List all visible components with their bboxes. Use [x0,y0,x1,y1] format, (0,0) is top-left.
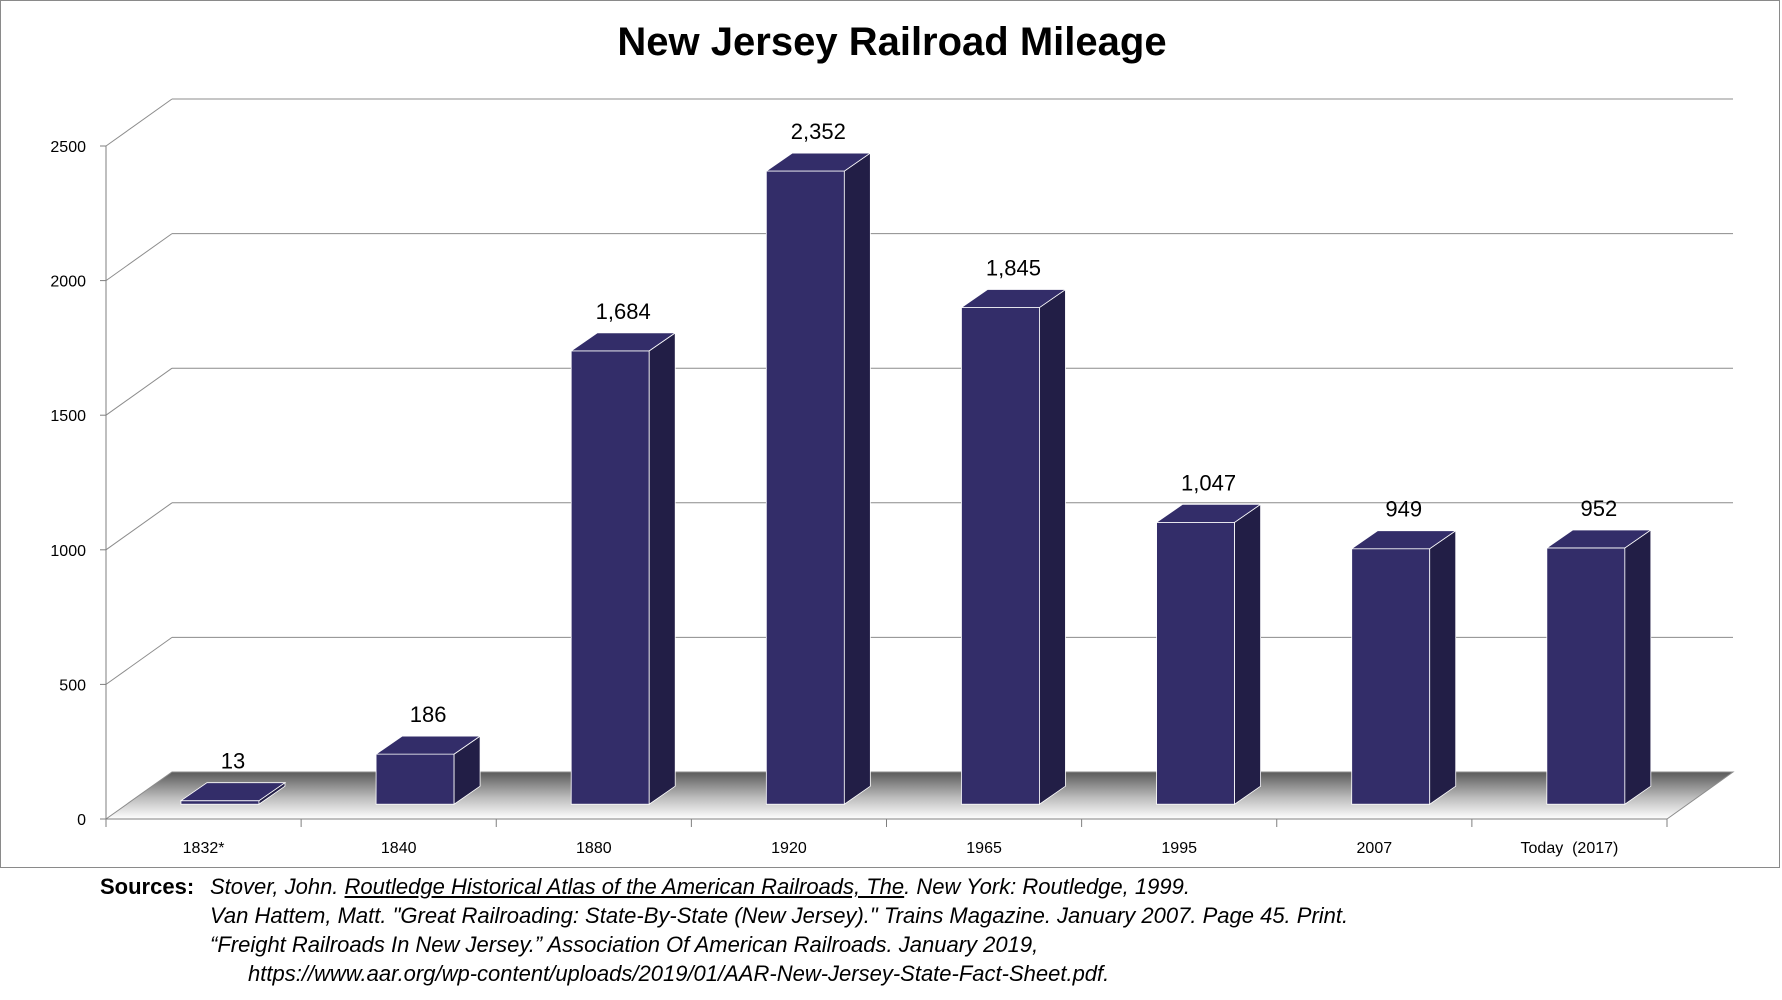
bar-front [765,170,845,805]
bar [960,288,1067,805]
bar-side [648,332,676,805]
bar-front [1546,547,1626,805]
bar-front [961,307,1040,805]
bar-front [1156,521,1235,805]
data-label: 1,047 [1181,470,1236,495]
gridline-diagonal [105,636,173,685]
x-tick-label: Today (2017) [1521,840,1619,857]
bar-side [843,152,871,805]
chart-title: New Jersey Railroad Mileage [617,20,1166,64]
source-line-2: Van Hattem, Matt. "Great Railroading: St… [210,903,1349,928]
data-label: 1,684 [596,299,651,324]
sources-list: Stover, John. Routledge Historical Atlas… [210,872,1610,988]
chart-frame: New Jersey Railroad Mileage 0 500 1000 1500… [0,0,1780,868]
y-tick-label: 2500 [50,139,86,156]
floor-plane [104,771,1735,820]
bar-side [1624,529,1652,805]
gridline-diagonal [105,233,173,282]
source-1-prefix: Stover, John. [210,874,345,899]
bar [1545,529,1653,805]
bar-top [960,289,1067,308]
bar [765,152,872,805]
data-label: 13 [221,749,245,774]
data-label: 949 [1385,497,1422,522]
bar-side [1234,503,1261,805]
y-tick-label: 1500 [50,408,86,425]
bar-top [1350,530,1457,550]
bar-top [374,735,482,755]
bar-front [180,800,260,805]
bar [179,781,287,805]
bar-side [1039,288,1066,805]
gridline-diagonal [105,367,173,416]
gridlines [105,98,1733,685]
y-tick-label: 2000 [50,274,86,291]
source-1-title: Routledge Historical Atlas of the Americ… [344,874,905,899]
bar-top [1545,529,1653,549]
axes: 0 500 1000 1500 2000 2500 1832* 1840 1880 1920 196… [50,139,1668,857]
bar [1350,529,1457,805]
data-label: 952 [1580,496,1617,521]
y-tick-label: 1000 [50,543,86,560]
x-tick-label: 1832* [183,840,225,857]
y-tick-label: 500 [59,677,86,694]
bar-chart: New Jersey Railroad Mileage 0 500 1000 1500… [50,20,1735,857]
x-tick-label: 1880 [576,840,612,857]
x-tick-label: 1995 [1161,840,1197,857]
bar-top [765,152,872,172]
bar [1155,503,1262,805]
bar-top [1155,503,1262,523]
bar-front [570,350,650,805]
bar [569,332,677,805]
source-line-3: “Freight Railroads In New Jersey.” Assoc… [210,932,1039,957]
source-line-1: Stover, John. Routledge Historical Atlas… [210,872,1610,901]
bar-side [1429,529,1457,805]
bar-front [375,753,455,805]
data-label: 2,352 [791,119,846,144]
source-line-4: https://www.aar.org/wp-content/uploads/2… [248,961,1110,986]
chart-floor [104,771,1735,820]
x-tick-label: 1965 [966,840,1002,857]
gridline-diagonal [105,98,173,147]
data-label: 1,845 [986,256,1041,281]
data-labels: 13 186 1,684 2,352 1,845 1,047 949 952 [221,119,1617,774]
bar-top [569,332,677,352]
source-1-suffix: . New York: Routledge, 1999. [904,874,1190,899]
data-label: 186 [410,702,447,727]
bar-top [179,782,287,802]
bar-front [1351,548,1431,805]
sources-label: Sources: [100,874,195,899]
gridline-diagonal [105,502,173,551]
bars [179,152,1653,805]
x-tick-label: 2007 [1357,840,1393,857]
x-tick-label: 1840 [381,840,417,857]
y-tick-label: 0 [77,812,86,829]
bar [374,735,482,805]
x-tick-label: 1920 [771,840,807,857]
